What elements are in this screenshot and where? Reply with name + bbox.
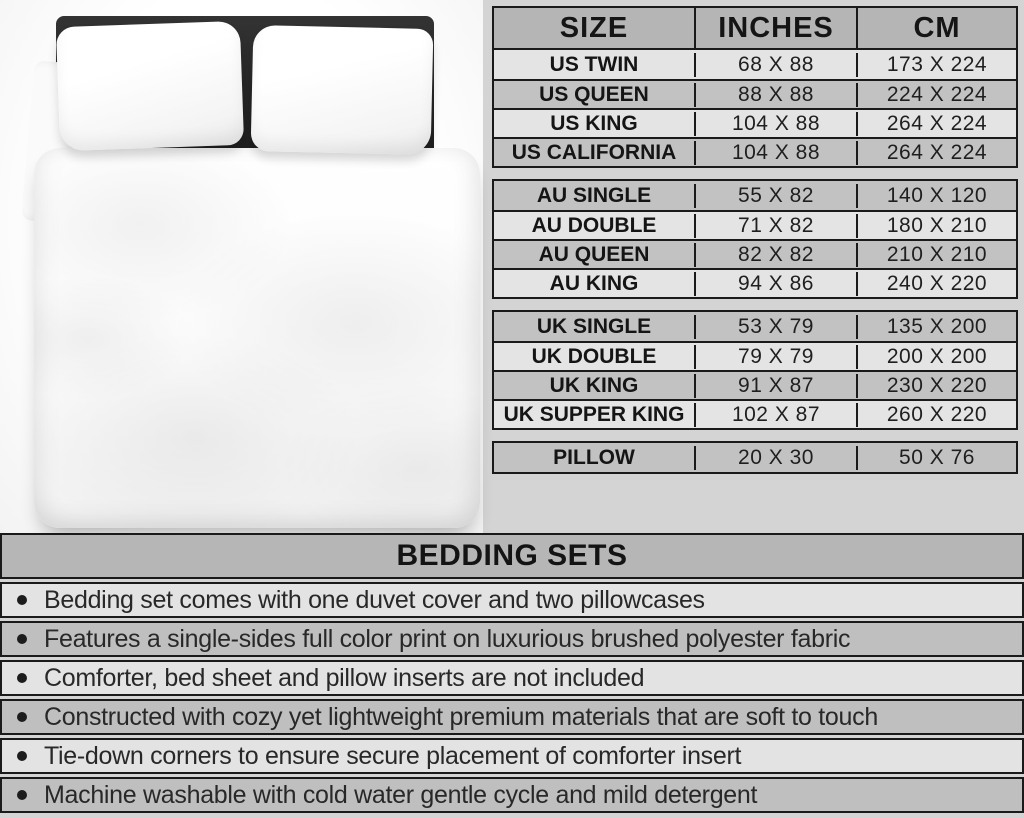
inches-cell: 55 X 82: [694, 183, 856, 208]
cm-cell: 240 X 220: [856, 271, 1016, 296]
bullet-icon: [17, 790, 27, 800]
size-cell: AU SINGLE: [536, 183, 652, 207]
bedding-info-title: BEDDING SETS: [0, 533, 1024, 579]
table-row: US TWIN 68 X 88 173 X 224: [494, 50, 1016, 79]
inches-cell: 20 X 30: [694, 445, 856, 470]
cm-cell: 260 X 220: [856, 402, 1016, 427]
table-row: UK SUPPER KING 102 X 87 260 X 220: [494, 399, 1016, 428]
cm-cell: 140 X 120: [856, 183, 1016, 208]
cm-cell: 210 X 210: [856, 242, 1016, 267]
cm-cell: 230 X 220: [856, 373, 1016, 398]
pillow-left: [55, 20, 245, 152]
bullet-text: Constructed with cozy yet lightweight pr…: [44, 702, 878, 731]
inches-cell: 53 X 79: [694, 314, 856, 339]
table-row: UK DOUBLE 79 X 79 200 X 200: [494, 341, 1016, 370]
inches-cell: 82 X 82: [694, 242, 856, 267]
size-cell: PILLOW: [553, 445, 635, 469]
size-cell: UK SUPPER KING: [503, 402, 685, 426]
inches-cell: 104 X 88: [694, 111, 856, 136]
bullet-icon: [17, 673, 27, 683]
inches-cell: 68 X 88: [694, 52, 856, 77]
table-row: PILLOW 20 X 30 50 X 76: [494, 443, 1016, 472]
column-header-cm: CM: [856, 8, 1016, 48]
cm-cell: 173 X 224: [856, 52, 1016, 77]
size-section-au: AU SINGLE 55 X 82 140 X 120 AU DOUBLE 71…: [492, 179, 1018, 299]
inches-cell: 79 X 79: [694, 344, 856, 369]
inches-cell: 71 X 82: [694, 213, 856, 238]
size-cell: US KING: [550, 111, 638, 135]
size-section-uk: UK SINGLE 53 X 79 135 X 200 UK DOUBLE 79…: [492, 310, 1018, 430]
size-chart-header-row: SIZE INCHES CM: [492, 6, 1018, 50]
table-row: AU SINGLE 55 X 82 140 X 120: [494, 181, 1016, 210]
size-cell: AU KING: [549, 271, 639, 295]
size-chart-table: SIZE INCHES CM US TWIN 68 X 88 173 X 224…: [492, 6, 1018, 474]
bedding-info-bullet: Machine washable with cold water gentle …: [0, 777, 1024, 813]
bullet-icon: [17, 634, 27, 644]
cm-cell: 180 X 210: [856, 213, 1016, 238]
bedding-info-bullet: Comforter, bed sheet and pillow inserts …: [0, 660, 1024, 696]
cm-cell: 200 X 200: [856, 344, 1016, 369]
cm-cell: 264 X 224: [856, 111, 1016, 136]
table-row: US KING 104 X 88 264 X 224: [494, 108, 1016, 137]
inches-cell: 102 X 87: [694, 402, 856, 427]
bullet-text: Machine washable with cold water gentle …: [44, 780, 758, 809]
inches-cell: 88 X 88: [694, 82, 856, 107]
bedding-info-bullet: Tie-down corners to ensure secure placem…: [0, 738, 1024, 774]
bullet-text: Features a single-sides full color print…: [44, 624, 851, 653]
table-row: AU QUEEN 82 X 82 210 X 210: [494, 239, 1016, 268]
cm-cell: 50 X 76: [856, 445, 1016, 470]
size-cell: UK DOUBLE: [531, 344, 657, 368]
size-section-us: US TWIN 68 X 88 173 X 224 US QUEEN 88 X …: [492, 48, 1018, 168]
size-cell: UK SINGLE: [536, 314, 652, 338]
size-cell: US CALIFORNIA: [511, 140, 677, 164]
bedding-info-bullet: Features a single-sides full color print…: [0, 621, 1024, 657]
inches-cell: 91 X 87: [694, 373, 856, 398]
table-row: AU KING 94 X 86 240 X 220: [494, 268, 1016, 297]
size-cell: AU DOUBLE: [531, 213, 657, 237]
bullet-text: Tie-down corners to ensure secure placem…: [44, 741, 742, 770]
bullet-text: Comforter, bed sheet and pillow inserts …: [44, 663, 645, 692]
bedding-info-section: BEDDING SETS Bedding set comes with one …: [0, 533, 1024, 813]
inches-cell: 94 X 86: [694, 271, 856, 296]
size-section-pillow: PILLOW 20 X 30 50 X 76: [492, 441, 1018, 474]
size-cell: US TWIN: [549, 52, 639, 76]
cm-cell: 135 X 200: [856, 314, 1016, 339]
table-row: UK SINGLE 53 X 79 135 X 200: [494, 312, 1016, 341]
size-cell: AU QUEEN: [538, 242, 650, 266]
bedding-info-bullet: Bedding set comes with one duvet cover a…: [0, 582, 1024, 618]
bullet-icon: [17, 595, 27, 605]
table-row: AU DOUBLE 71 X 82 180 X 210: [494, 210, 1016, 239]
table-row: US QUEEN 88 X 88 224 X 224: [494, 79, 1016, 108]
table-row: US CALIFORNIA 104 X 88 264 X 224: [494, 137, 1016, 166]
column-header-inches: INCHES: [694, 8, 856, 48]
size-cell: UK KING: [549, 373, 639, 397]
bedding-product-photo: [0, 0, 483, 533]
column-header-size: SIZE: [559, 11, 629, 44]
duvet-cover: [34, 148, 480, 528]
cm-cell: 224 X 224: [856, 82, 1016, 107]
bedding-info-bullet: Constructed with cozy yet lightweight pr…: [0, 699, 1024, 735]
inches-cell: 104 X 88: [694, 140, 856, 165]
bullet-text: Bedding set comes with one duvet cover a…: [44, 585, 705, 614]
bullet-icon: [17, 712, 27, 722]
pillow-right: [250, 24, 434, 156]
size-cell: US QUEEN: [539, 82, 649, 106]
table-row: UK KING 91 X 87 230 X 220: [494, 370, 1016, 399]
bullet-icon: [17, 751, 27, 761]
cm-cell: 264 X 224: [856, 140, 1016, 165]
